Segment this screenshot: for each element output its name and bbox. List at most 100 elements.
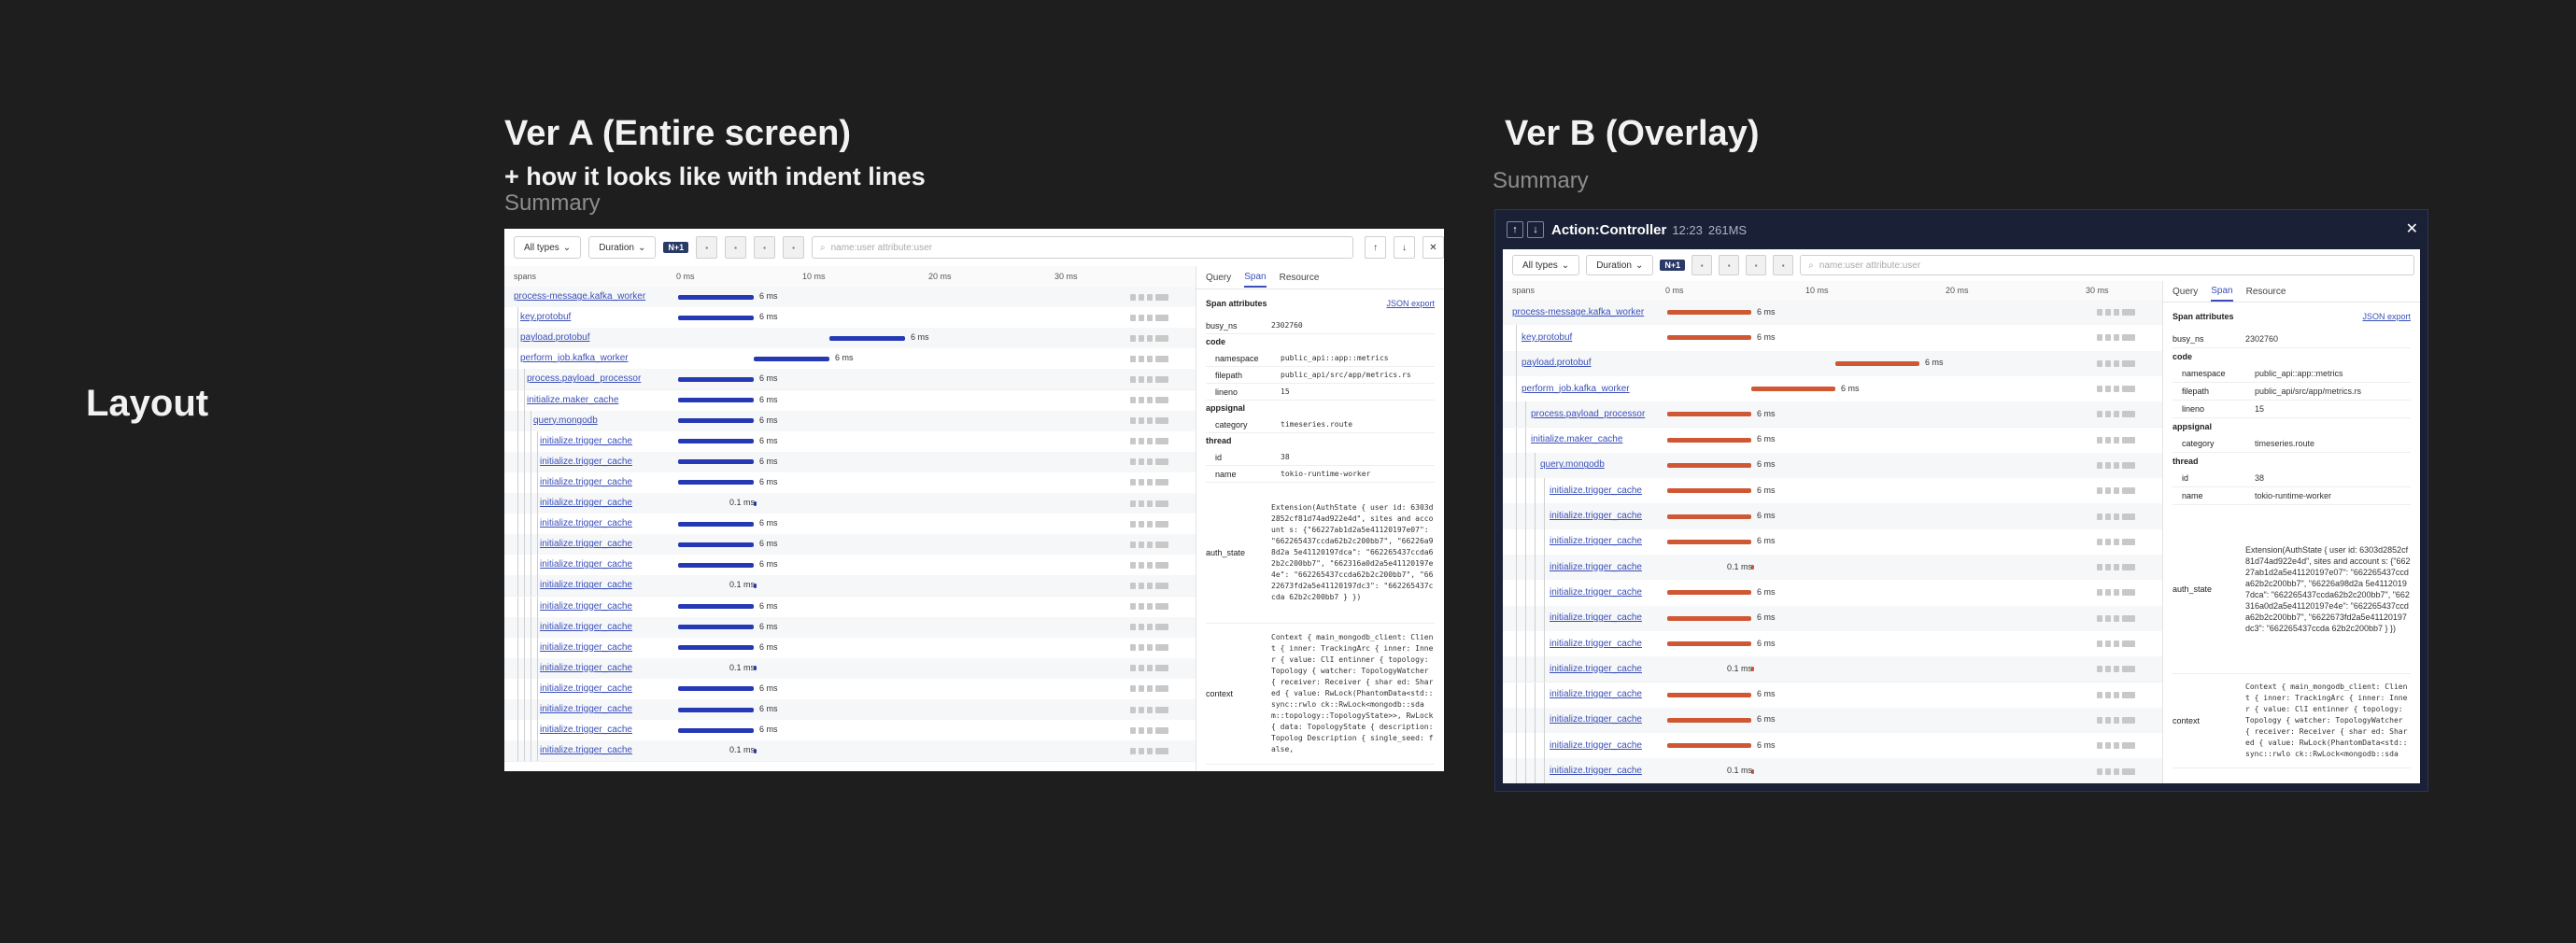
lock-icon[interactable]: [1147, 500, 1153, 507]
home-button[interactable]: ▪: [1691, 255, 1713, 275]
span-duration-bar[interactable]: [1667, 488, 1751, 494]
span-row[interactable]: initialize.trigger_cache 6 ms: [504, 699, 1196, 722]
span-row[interactable]: initialize.trigger_cache 0.1 ms: [1503, 656, 2162, 683]
lock-icon[interactable]: [2114, 359, 2119, 367]
span-duration-bar[interactable]: [678, 459, 754, 465]
span-row[interactable]: perform_job.kafka_worker 6 ms: [1503, 375, 2162, 403]
span-name-link[interactable]: key.protobuf: [520, 312, 572, 323]
span-duration-bar[interactable]: [1667, 717, 1751, 723]
lock-icon[interactable]: [2114, 564, 2119, 571]
lock-icon[interactable]: [1130, 685, 1136, 693]
tag-icon[interactable]: [2122, 487, 2135, 495]
span-name-link[interactable]: initialize.trigger_cache: [540, 559, 632, 570]
tag-icon[interactable]: [1155, 582, 1168, 589]
span-name-link[interactable]: initialize.trigger_cache: [1550, 536, 1642, 547]
lock-icon[interactable]: [2114, 461, 2119, 469]
tag-icon[interactable]: [1155, 375, 1168, 383]
lock-icon[interactable]: [1147, 561, 1153, 569]
lock-icon[interactable]: [1139, 706, 1144, 713]
tag-icon[interactable]: [1155, 561, 1168, 569]
lock-icon[interactable]: [2105, 436, 2111, 443]
tag-icon[interactable]: [2122, 386, 2135, 393]
lock-icon[interactable]: [1147, 726, 1153, 734]
lock-icon[interactable]: [2105, 564, 2111, 571]
span-duration-bar[interactable]: [1667, 462, 1751, 468]
close-icon[interactable]: ✕: [2405, 221, 2418, 237]
lock-icon[interactable]: [1130, 582, 1136, 589]
lock-icon[interactable]: [1147, 582, 1153, 589]
span-name-link[interactable]: initialize.trigger_cache: [540, 476, 632, 487]
type-filter-dropdown[interactable]: All types ⌄: [514, 236, 582, 259]
lock-icon[interactable]: [2114, 334, 2119, 342]
lock-icon[interactable]: [2097, 691, 2102, 698]
span-duration-bar[interactable]: [1835, 360, 1919, 366]
calendar-button[interactable]: ▪: [1746, 255, 1767, 275]
lock-icon[interactable]: [1147, 706, 1153, 713]
tag-icon[interactable]: [2122, 589, 2135, 597]
span-row[interactable]: initialize.trigger_cache 6 ms: [504, 555, 1196, 577]
span-duration-bar[interactable]: [1667, 615, 1751, 621]
lock-icon[interactable]: [1130, 438, 1136, 445]
lock-icon[interactable]: [1130, 624, 1136, 631]
span-duration-bar[interactable]: [829, 335, 905, 341]
lock-icon[interactable]: [2114, 487, 2119, 495]
lock-icon[interactable]: [1147, 624, 1153, 631]
tab-span[interactable]: Span: [2211, 282, 2233, 302]
span-row[interactable]: initialize.trigger_cache 6 ms: [504, 616, 1196, 639]
span-duration-bar[interactable]: [1751, 387, 1835, 392]
lock-icon[interactable]: [2114, 309, 2119, 317]
span-row[interactable]: initialize.trigger_cache 6 ms: [504, 451, 1196, 473]
lock-icon[interactable]: [1147, 397, 1153, 404]
lock-icon[interactable]: [2097, 538, 2102, 545]
span-name-link[interactable]: initialize.trigger_cache: [1550, 638, 1642, 649]
tab-resource[interactable]: Resource: [2245, 286, 2286, 297]
lock-icon[interactable]: [2097, 666, 2102, 673]
span-row[interactable]: initialize.trigger_cache 0.1 ms: [504, 657, 1196, 680]
span-name-link[interactable]: initialize.trigger_cache: [540, 621, 632, 632]
lock-icon[interactable]: [2097, 716, 2102, 724]
span-row[interactable]: query.mongodb 6 ms: [504, 410, 1196, 432]
span-name-link[interactable]: initialize.trigger_cache: [540, 725, 632, 736]
n-plus-one-badge[interactable]: N+1: [1660, 260, 1686, 271]
tag-icon[interactable]: [1155, 458, 1168, 466]
tag-icon[interactable]: [1155, 293, 1168, 301]
calendar-button[interactable]: ▪: [754, 236, 776, 259]
lock-icon[interactable]: [1147, 458, 1153, 466]
lock-icon[interactable]: [1139, 375, 1144, 383]
lock-icon[interactable]: [1139, 397, 1144, 404]
span-name-link[interactable]: payload.protobuf: [1522, 358, 1592, 369]
span-duration-bar[interactable]: [678, 645, 754, 651]
span-duration-bar[interactable]: [678, 521, 754, 527]
span-row[interactable]: initialize.trigger_cache 6 ms: [1503, 580, 2162, 607]
span-duration-bar[interactable]: [754, 748, 757, 753]
span-row[interactable]: initialize.trigger_cache 6 ms: [1503, 478, 2162, 505]
span-name-link[interactable]: initialize.trigger_cache: [540, 641, 632, 653]
lock-icon[interactable]: [2097, 767, 2102, 775]
lock-icon[interactable]: [2114, 691, 2119, 698]
tag-icon[interactable]: [1155, 624, 1168, 631]
lock-icon[interactable]: [2105, 386, 2111, 393]
span-duration-bar[interactable]: [678, 398, 754, 403]
tag-icon[interactable]: [2122, 767, 2135, 775]
span-row[interactable]: initialize.trigger_cache 6 ms: [504, 637, 1196, 659]
refresh-button[interactable]: ▪: [1719, 255, 1740, 275]
span-duration-bar[interactable]: [1667, 310, 1751, 316]
lock-icon[interactable]: [1139, 726, 1144, 734]
lock-icon[interactable]: [2105, 767, 2111, 775]
lock-icon[interactable]: [2105, 487, 2111, 495]
lock-icon[interactable]: [1147, 293, 1153, 301]
span-name-link[interactable]: initialize.trigger_cache: [540, 600, 632, 612]
tag-icon[interactable]: [2122, 513, 2135, 520]
lock-icon[interactable]: [2097, 359, 2102, 367]
tag-icon[interactable]: [1155, 500, 1168, 507]
tag-icon[interactable]: [1155, 603, 1168, 611]
span-duration-bar[interactable]: [678, 707, 754, 712]
lock-icon[interactable]: [2114, 666, 2119, 673]
span-duration-bar[interactable]: [678, 294, 754, 300]
lock-icon[interactable]: [2097, 487, 2102, 495]
tag-icon[interactable]: [1155, 314, 1168, 321]
span-duration-bar[interactable]: [678, 625, 754, 630]
span-name-link[interactable]: process-message.kafka_worker: [514, 291, 646, 303]
type-filter-dropdown[interactable]: All types ⌄: [1512, 255, 1580, 275]
lock-icon[interactable]: [1147, 603, 1153, 611]
